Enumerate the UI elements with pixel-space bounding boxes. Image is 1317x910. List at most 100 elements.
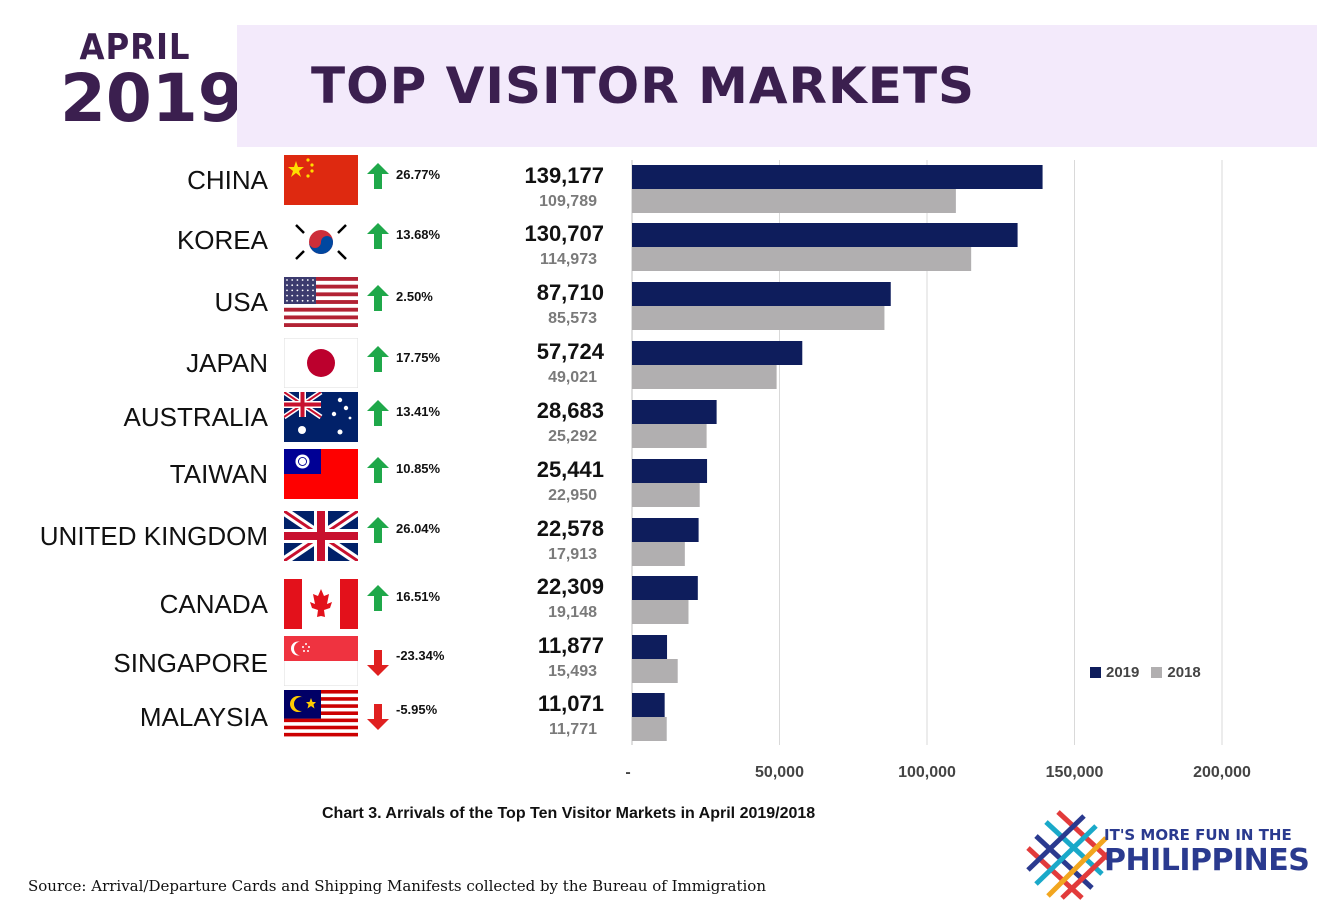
x-tick-label: 150,000	[1045, 764, 1104, 781]
bar-2019	[632, 576, 698, 600]
bar-2019	[632, 635, 668, 659]
arrow-up-icon	[367, 517, 389, 543]
arrow-up-icon	[367, 223, 389, 249]
value-2019-label: 22,578	[536, 516, 604, 541]
country-label: CHINA	[187, 165, 268, 195]
value-2018-label: 85,573	[548, 310, 597, 327]
market-row: CANADA 16.51% 22,309 19,148	[0, 574, 630, 635]
bar-2018	[632, 306, 885, 330]
bar-2018	[632, 424, 707, 448]
bar-2018	[632, 717, 667, 741]
value-2019-label: 139,177	[524, 163, 604, 188]
uk-flag-icon	[284, 511, 358, 561]
arrow-up-icon	[367, 585, 389, 611]
market-row: UNITED KINGDOM 26.04% 22,578 17,913	[0, 509, 630, 567]
bar-2019	[632, 223, 1018, 247]
x-tick-label: 100,000	[898, 764, 956, 781]
bar-2018	[632, 659, 678, 683]
change-percent: -23.34%	[396, 648, 445, 663]
country-label: TAIWAN	[169, 459, 268, 489]
bar-2018	[632, 189, 956, 213]
arrow-down-icon	[367, 704, 389, 730]
china-flag-icon	[284, 155, 358, 205]
bar-2018	[632, 365, 777, 389]
change-percent: 16.51%	[396, 589, 441, 604]
country-label: JAPAN	[186, 348, 268, 378]
country-label: AUSTRALIA	[123, 402, 269, 432]
value-2019-label: 25,441	[536, 457, 604, 482]
bar-2018	[632, 600, 689, 624]
x-tick-label: 50,000	[755, 764, 804, 781]
market-row: USA 2.50% 87,710 85,573	[0, 277, 630, 335]
country-label: USA	[214, 287, 268, 317]
japan-flag-icon	[284, 338, 358, 388]
singapore-flag-icon	[284, 636, 358, 686]
legend-label-2019: 2019	[1106, 664, 1140, 681]
arrow-up-icon	[367, 285, 389, 311]
value-2018-label: 15,493	[548, 663, 597, 680]
change-percent: 26.77%	[396, 167, 441, 182]
country-label: KOREA	[176, 225, 268, 255]
malaysia-flag-icon	[284, 690, 358, 740]
logo-line1: IT'S MORE FUN IN THE	[1104, 826, 1292, 844]
arrow-up-icon	[367, 346, 389, 372]
chart-legend: 2019 2018	[1090, 664, 1201, 681]
market-row: SINGAPORE -23.34% 11,877 15,493	[0, 633, 630, 694]
change-percent: -5.95%	[396, 702, 438, 717]
value-2018-label: 114,973	[540, 251, 597, 268]
bar-2018	[632, 247, 972, 271]
value-2019-label: 57,724	[536, 339, 604, 364]
value-2018-label: 25,292	[548, 428, 597, 445]
title-banner: TOP VISITOR MARKETS	[237, 25, 1317, 147]
market-row: CHINA 26.77% 139,177 109,789	[0, 155, 630, 213]
value-2019-label: 130,707	[524, 221, 604, 246]
chart-caption: Chart 3. Arrivals of the Top Ten Visitor…	[322, 805, 816, 822]
korea-flag-icon	[284, 217, 358, 267]
page-title: TOP VISITOR MARKETS	[311, 57, 976, 115]
bar-2019	[632, 341, 803, 365]
change-percent: 13.41%	[396, 404, 441, 419]
x-tick-label: 200,000	[1193, 764, 1251, 781]
value-2018-label: 19,148	[548, 604, 597, 621]
arrow-up-icon	[367, 163, 389, 189]
market-row: AUSTRALIA 13.41% 28,683 25,292	[0, 392, 630, 450]
legend-swatch-2018	[1151, 667, 1163, 678]
market-row: TAIWAN 10.85% 25,441 22,950	[0, 449, 630, 507]
period-month: APRIL	[79, 27, 191, 68]
value-2018-label: 17,913	[548, 546, 597, 563]
value-2018-label: 11,771	[548, 721, 597, 738]
value-2018-label: 109,789	[539, 193, 597, 210]
canada-flag-icon	[284, 579, 358, 629]
market-row: MALAYSIA -5.95% 11,071 11,771	[0, 690, 630, 748]
source-note: Source: Arrival/Departure Cards and Ship…	[28, 877, 766, 895]
philippines-logo-icon	[1026, 810, 1112, 900]
change-percent: 26.04%	[396, 521, 441, 536]
australia-flag-icon	[284, 392, 358, 442]
country-label: CANADA	[159, 589, 268, 619]
value-2019-label: 28,683	[536, 398, 604, 423]
value-2019-label: 87,710	[536, 280, 604, 305]
bar-2018	[632, 483, 700, 507]
change-percent: 17.75%	[396, 350, 441, 365]
legend-swatch-2019	[1090, 667, 1101, 678]
bar-2019	[632, 282, 891, 306]
value-2018-label: 49,021	[548, 369, 597, 386]
market-row: JAPAN 17.75% 57,724 49,021	[0, 338, 630, 396]
bar-2019	[632, 693, 665, 717]
bar-2019	[632, 165, 1043, 189]
change-percent: 10.85%	[396, 461, 441, 476]
x-tick-label: -	[625, 764, 631, 781]
value-2019-label: 22,309	[536, 574, 604, 599]
country-label: SINGAPORE	[113, 648, 268, 678]
value-2019-label: 11,877	[537, 633, 604, 658]
arrow-up-icon	[367, 400, 389, 426]
bar-2019	[632, 400, 717, 424]
country-label: UNITED KINGDOM	[39, 521, 268, 551]
usa-flag-icon	[284, 277, 358, 327]
arrow-down-icon	[367, 650, 389, 676]
logo-text: IT'S MORE FUN IN THE PHILIPPINES	[1104, 826, 1310, 876]
bar-2018	[632, 542, 685, 566]
change-percent: 13.68%	[396, 227, 441, 242]
value-2018-label: 22,950	[548, 487, 597, 504]
